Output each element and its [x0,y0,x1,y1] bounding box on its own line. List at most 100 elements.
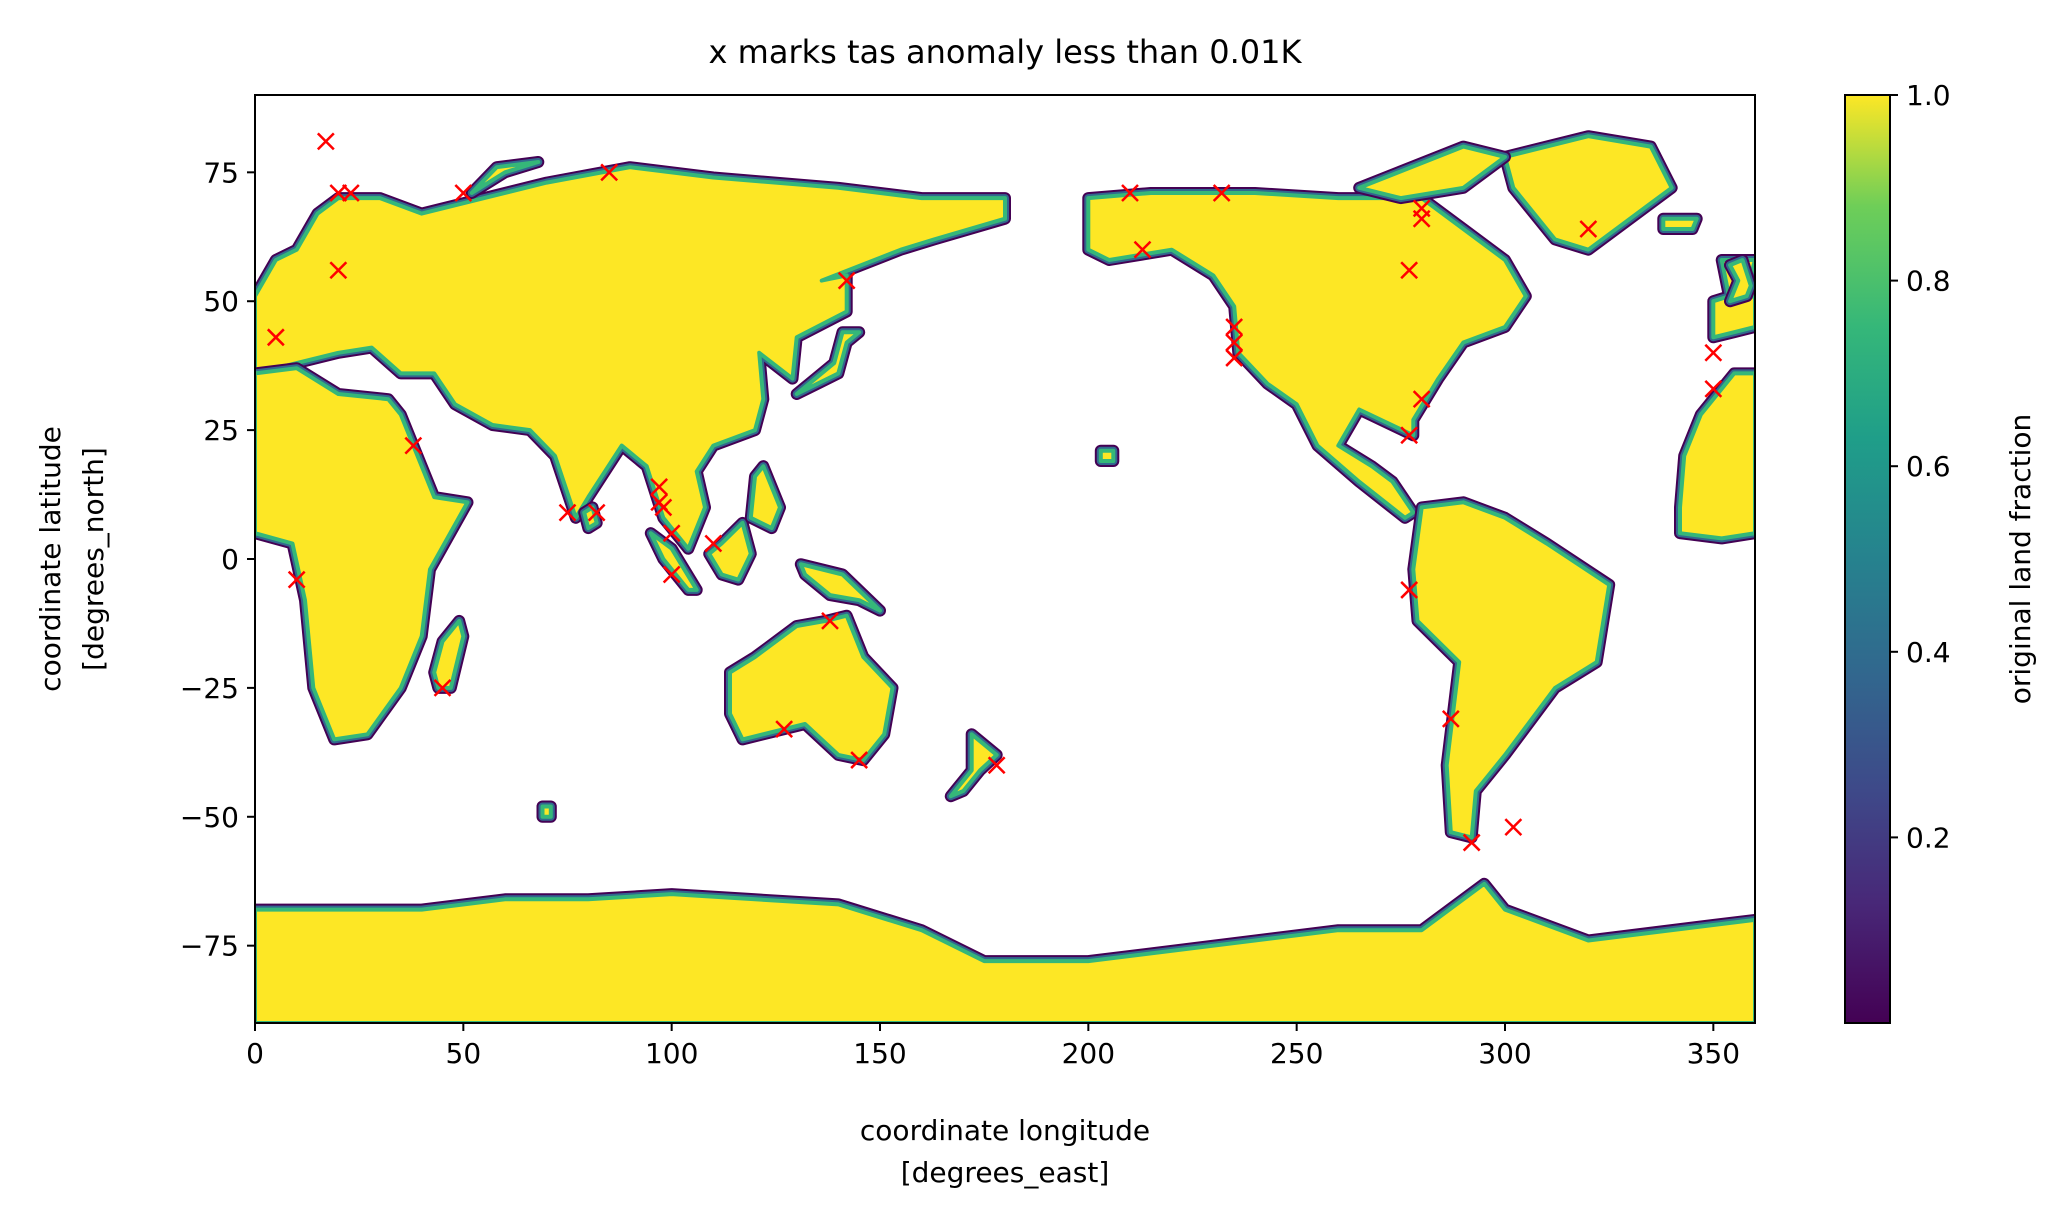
marker-x [266,328,285,347]
marker-stroke [1412,390,1431,409]
marker-stroke [1212,184,1231,202]
landmass-arctic-islands [1353,140,1511,205]
y-axis-label-line2: [degrees_north] [77,447,110,671]
colorbar-tick-label: 0.2 [1906,821,1951,854]
marker-stroke [341,184,360,202]
colorbar-label: original land fraction [2004,414,2037,704]
marker-x [1441,709,1460,728]
marker-stroke [1704,379,1723,398]
x-axis-label-line1: coordinate longitude [860,1114,1150,1147]
marker-stroke [821,611,839,630]
land-fill [540,804,553,819]
marker-stroke [1400,581,1419,599]
marker-x [329,184,348,202]
landmass-new-zealand [944,728,1003,803]
marker-x [1412,390,1431,409]
marker-x [650,477,669,496]
land-fill [1503,134,1674,252]
plot-area [255,130,1755,1023]
marker-x [1504,818,1523,836]
colorbar-ticks: 0.2 0.4 0.6 0.8 1.0 [1890,79,1951,854]
landmass-kerguelen-dot [536,800,557,823]
land-fill [1678,371,1755,541]
marker-layer [266,132,1723,852]
landmass-eurasia [255,161,1011,555]
marker-stroke [404,436,423,455]
landmass-japan [790,326,866,400]
marker-x [1462,833,1481,852]
land-fill [798,562,882,613]
land-fill [255,881,1755,1023]
y-tick-label: 50 [203,285,239,318]
marker-stroke [704,534,723,553]
landmass-africa [255,362,474,746]
landmass-hawaii-dot [1094,444,1120,467]
marker-x [558,503,577,522]
colorbar [1844,94,1891,1024]
y-tick-label: 75 [203,156,239,189]
x-tick-label: 50 [446,1037,482,1070]
land-fill [1098,448,1116,463]
land-fill [1728,258,1753,304]
marker-x [987,756,1006,775]
y-axis: −75 −50 −25 0 25 50 75 [180,156,255,963]
land-fill [1357,144,1507,201]
land-fill [794,330,862,396]
marker-x [1225,349,1244,367]
marker-x [1225,318,1244,336]
y-axis-label-line1: coordinate latitude [34,426,67,692]
landmass-greenland [1499,130,1678,256]
marker-x [775,720,794,739]
marker-stroke [558,503,577,522]
land-layer [255,130,1755,1023]
x-tick-label: 250 [1270,1037,1323,1070]
marker-stroke [1133,240,1152,259]
land-fill [748,464,782,531]
marker-x [1133,240,1152,259]
marker-stroke [316,132,335,151]
marker-stroke [1400,261,1419,280]
marker-stroke [1225,333,1244,352]
x-tick-label: 300 [1478,1037,1531,1070]
landmass-new-guinea [794,558,886,617]
land-fill [1411,500,1612,840]
landmass-australia [724,609,899,767]
marker-stroke [662,524,681,543]
marker-stroke [287,570,306,589]
land-fill [728,613,895,763]
marker-x [1225,333,1244,352]
y-tick-label: −25 [180,672,239,705]
marker-stroke [1225,318,1244,336]
x-axis-label-line2: [degrees_east] [901,1156,1110,1189]
marker-stroke [654,498,673,517]
marker-stroke [1400,426,1419,445]
marker-x [587,503,606,522]
landmass-madagascar [428,614,470,694]
x-axis: 0 50 100 150 200 250 300 350 [246,1023,1740,1070]
landmass-sumatra-borneo [644,527,703,596]
landmass-south-america [1407,496,1616,844]
colorbar-tick-label: 0.8 [1906,265,1951,298]
marker-stroke [1121,184,1139,202]
x-tick-label: 100 [645,1037,698,1070]
marker-x [329,261,348,280]
marker-x [1121,184,1139,202]
marker-x [433,679,452,697]
landmass-north-america [1082,187,1532,524]
marker-stroke [1704,343,1723,362]
marker-x [837,271,856,290]
y-tick-label: −50 [180,801,239,834]
marker-x [1704,379,1723,398]
y-tick-label: −75 [180,930,239,963]
marker-stroke [433,679,452,697]
marker-stroke [587,503,606,522]
marker-x [1400,581,1419,599]
marker-stroke [1462,833,1481,852]
land-fill [255,165,1007,551]
land-fill [1661,216,1699,231]
marker-x [1412,209,1431,228]
landmass-borneo [703,516,757,586]
marker-stroke [600,163,619,182]
x-tick-label: 150 [853,1037,906,1070]
